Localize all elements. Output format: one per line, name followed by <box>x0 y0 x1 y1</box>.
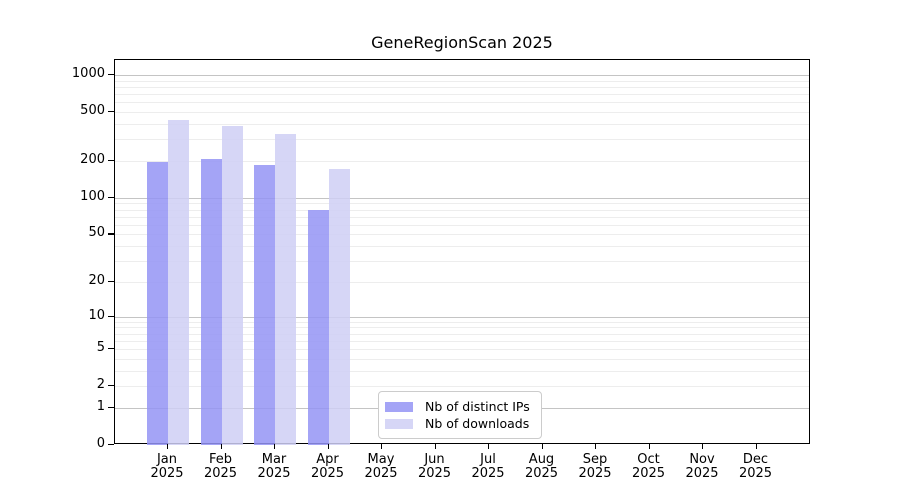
minor-gridline-300 <box>115 139 809 141</box>
x-axis-label-jun: Jun 2025 <box>417 452 452 481</box>
minor-gridline-8 <box>115 327 809 329</box>
bar-distinct-ips-apr <box>307 209 329 445</box>
x-tick-jan <box>167 444 169 449</box>
y-tick-label-20: 20 <box>88 272 105 288</box>
minor-gridline-700 <box>115 94 809 96</box>
minor-gridline-60 <box>115 224 809 226</box>
minor-gridline-800 <box>115 86 809 88</box>
y-tick-200 <box>108 160 114 162</box>
y-tick-1 <box>108 406 114 409</box>
y-tick-10 <box>108 315 114 317</box>
minor-gridline-9 <box>115 321 809 323</box>
bar-downloads-mar <box>275 134 296 445</box>
y-tick-label-10: 10 <box>88 307 105 323</box>
x-axis-label-jul: Jul 2025 <box>471 452 505 481</box>
bar-distinct-ips-mar <box>254 164 275 445</box>
bar-downloads-feb <box>221 126 243 445</box>
minor-gridline-500 <box>115 112 809 114</box>
minor-gridline-90 <box>115 203 809 205</box>
minor-gridline-30 <box>115 261 809 263</box>
x-tick-feb <box>220 444 222 449</box>
y-tick-2 <box>108 385 114 387</box>
x-tick-aug <box>541 444 543 449</box>
major-gridline-1000 <box>115 75 809 76</box>
y-tick-label-200: 200 <box>80 152 105 167</box>
minor-gridline-400 <box>115 124 809 125</box>
major-gridline-100 <box>115 197 809 199</box>
x-axis-label-dec: Dec 2025 <box>738 452 773 481</box>
bar-downloads-apr <box>328 168 350 445</box>
minor-gridline-70 <box>115 216 809 218</box>
x-axis-label-sep: Sep 2025 <box>578 452 612 481</box>
y-tick-500 <box>108 111 114 113</box>
minor-gridline-20 <box>115 281 809 283</box>
bar-distinct-ips-feb <box>200 158 222 445</box>
y-tick-20 <box>108 280 114 283</box>
x-axis-label-apr: Apr 2025 <box>310 452 345 481</box>
y-tick-100 <box>108 196 114 198</box>
y-tick-label-1: 1 <box>96 398 105 414</box>
x-tick-dec <box>755 444 757 449</box>
bar-downloads-jan <box>168 119 189 445</box>
y-tick-50 <box>108 233 114 235</box>
bar-distinct-ips-jan <box>147 162 168 445</box>
x-axis-label-may: May 2025 <box>364 452 398 481</box>
y-tick-label-500: 500 <box>80 103 105 119</box>
y-tick-1000 <box>108 74 114 76</box>
x-tick-jun <box>434 444 436 449</box>
x-axis-label-oct: Oct 2025 <box>631 452 666 481</box>
x-tick-may <box>381 444 383 449</box>
minor-gridline-200 <box>115 161 809 162</box>
major-gridline-10 <box>115 316 809 318</box>
x-axis-label-jan: Jan 2025 <box>150 452 184 481</box>
minor-gridline-4 <box>115 358 809 360</box>
minor-gridline-40 <box>115 246 809 248</box>
minor-gridline-50 <box>115 234 809 236</box>
y-tick-label-50: 50 <box>88 225 105 241</box>
minor-gridline-5 <box>115 349 809 350</box>
y-tick-label-0: 0 <box>96 436 105 451</box>
x-axis-label-mar: Mar 2025 <box>257 452 291 481</box>
minor-gridline-7 <box>115 333 809 335</box>
x-tick-jul <box>488 444 490 449</box>
legend-label-distinct-ips: Nb of distinct IPs <box>425 399 530 414</box>
minor-gridline-3 <box>115 370 809 372</box>
y-tick-label-100: 100 <box>80 188 105 204</box>
plot-area <box>114 59 810 445</box>
x-tick-mar <box>274 444 276 449</box>
minor-gridline-600 <box>115 102 809 104</box>
y-tick-label-2: 2 <box>96 377 105 393</box>
legend-item-distinct-ips: Nb of distinct IPs <box>385 398 533 415</box>
minor-gridline-6 <box>115 340 809 342</box>
legend-label-downloads: Nb of downloads <box>425 416 530 431</box>
y-tick-label-5: 5 <box>96 340 105 355</box>
minor-gridline-2 <box>115 386 809 388</box>
distinct-ips-swatch-icon <box>385 401 413 412</box>
y-tick-label-1000: 1000 <box>71 66 105 81</box>
y-tick-5 <box>108 348 114 350</box>
chart-title: GeneRegionScan 2025 <box>371 33 553 52</box>
x-tick-nov <box>702 444 704 449</box>
y-tick-0 <box>108 444 114 446</box>
legend: Nb of distinct IPs Nb of downloads <box>378 391 542 439</box>
x-tick-apr <box>327 444 329 449</box>
x-tick-sep <box>595 444 597 449</box>
downloads-swatch-icon <box>385 418 413 429</box>
x-tick-oct <box>648 444 650 449</box>
legend-item-downloads: Nb of downloads <box>385 415 533 432</box>
x-axis-label-aug: Aug 2025 <box>524 452 559 481</box>
x-axis-label-feb: Feb 2025 <box>203 452 238 481</box>
minor-gridline-80 <box>115 209 809 211</box>
x-axis-label-nov: Nov 2025 <box>685 452 719 481</box>
minor-gridline-900 <box>115 80 809 82</box>
